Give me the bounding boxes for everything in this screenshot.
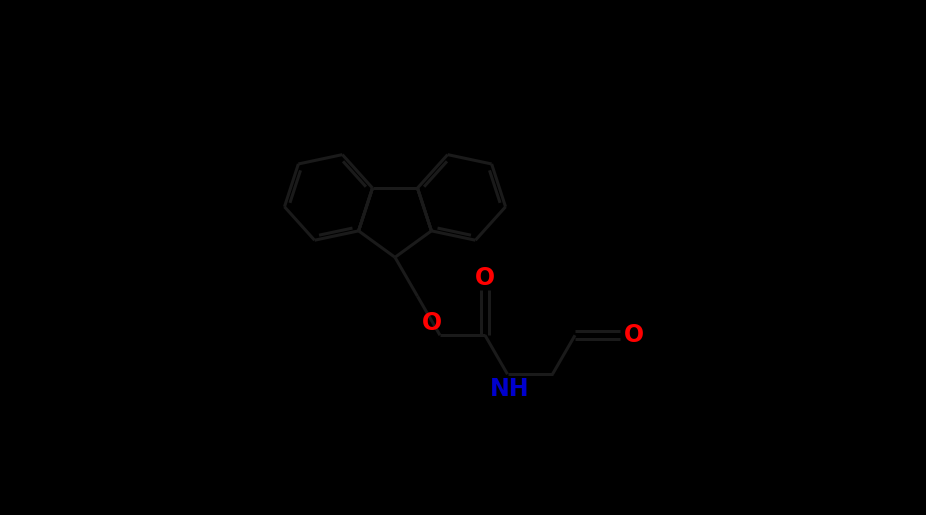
Text: O: O bbox=[422, 311, 442, 335]
Text: NH: NH bbox=[490, 377, 530, 401]
Text: O: O bbox=[624, 323, 644, 347]
Text: O: O bbox=[475, 266, 495, 290]
